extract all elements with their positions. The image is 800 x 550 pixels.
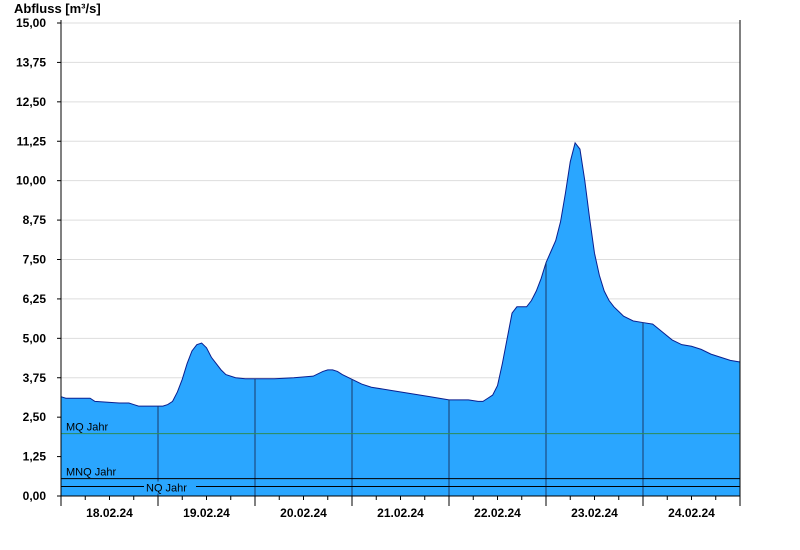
y-tick-label: 1,25 <box>23 450 47 464</box>
reference-lines: MQ Jahr MNQ Jahr NQ Jahr <box>61 422 740 495</box>
y-tick-label: 3,75 <box>23 371 47 385</box>
x-tick-label: 21.02.24 <box>377 506 424 520</box>
x-tick-label: 24.02.24 <box>668 506 715 520</box>
y-tick-label: 13,75 <box>16 55 46 69</box>
y-tick-label: 12,50 <box>16 95 46 109</box>
y-tick-label: 0,00 <box>23 489 47 503</box>
y-tick-label: 10,00 <box>16 174 46 188</box>
y-tick-label: 8,75 <box>23 213 47 227</box>
x-tick-label: 22.02.24 <box>474 506 521 520</box>
y-axis-label: Abfluss [m³/s] <box>14 1 101 16</box>
reference-label: MNQ Jahr <box>66 467 116 479</box>
x-tick-label: 23.02.24 <box>571 506 618 520</box>
y-tick-label: 6,25 <box>23 292 47 306</box>
y-tick-label: 15,00 <box>16 16 46 30</box>
x-axis-ticks: 18.02.24 19.02.24 20.02.24 21.02.24 22.02.24… <box>60 496 741 520</box>
y-tick-label: 11,25 <box>17 134 47 148</box>
discharge-series <box>60 141 741 496</box>
y-tick-label: 5,00 <box>23 331 47 345</box>
y-tick-label: 7,50 <box>23 253 47 267</box>
reference-label: NQ Jahr <box>146 483 187 495</box>
discharge-line <box>60 141 741 407</box>
x-tick-label: 18.02.24 <box>86 506 133 520</box>
discharge-area <box>61 142 740 496</box>
day-boundaries <box>157 262 644 496</box>
reference-label: MQ Jahr <box>66 422 109 434</box>
y-tick-label: 2,50 <box>23 410 47 424</box>
reference-label-bg <box>144 481 196 494</box>
x-tick-label: 19.02.24 <box>183 506 230 520</box>
y-axis-ticks: 0,00 1,25 2,50 3,75 5,00 6,25 7,50 8,75 10,00 11,… <box>16 16 61 503</box>
x-tick-label: 20.02.24 <box>280 506 327 520</box>
